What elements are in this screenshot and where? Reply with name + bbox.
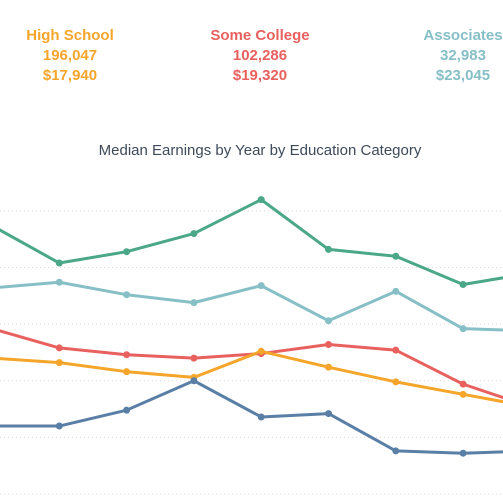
series-line-4 <box>0 379 503 455</box>
kpi-count: 32,983 <box>440 47 486 64</box>
data-point[interactable] <box>190 354 198 362</box>
data-point[interactable] <box>392 287 400 295</box>
data-point[interactable] <box>325 245 332 253</box>
series-line-2 <box>0 329 503 400</box>
data-point[interactable] <box>123 368 131 376</box>
line-chart <box>0 196 503 495</box>
data-point[interactable] <box>123 351 131 359</box>
data-point[interactable] <box>325 363 332 371</box>
kpi-label: Some College <box>210 27 310 44</box>
series-lines <box>0 198 503 455</box>
kpi-count: 196,047 <box>42 47 98 64</box>
data-point[interactable] <box>190 299 198 307</box>
kpi-high-school: High School 196,047 $17,940 <box>0 26 145 86</box>
kpi-count: 102,286 <box>232 47 288 64</box>
data-point[interactable] <box>123 248 131 256</box>
data-point[interactable] <box>55 344 63 352</box>
series-points <box>55 196 467 457</box>
data-point[interactable] <box>459 390 467 398</box>
data-point[interactable] <box>459 449 467 457</box>
data-point[interactable] <box>123 291 131 299</box>
series-line-3 <box>0 349 503 404</box>
data-point[interactable] <box>459 380 467 388</box>
data-point[interactable] <box>392 252 400 260</box>
kpi-associates: Associates 32,983 $23,045 <box>388 26 503 86</box>
data-point[interactable] <box>392 447 400 455</box>
data-point[interactable] <box>257 413 265 421</box>
data-point[interactable] <box>325 341 332 349</box>
data-point[interactable] <box>459 325 467 333</box>
chart-title: Median Earnings by Year by Education Cat… <box>98 142 422 159</box>
kpi-label: High School <box>26 27 114 44</box>
kpi-earnings: $19,320 <box>232 67 288 84</box>
kpi-some-college: Some College 102,286 $19,320 <box>185 26 335 86</box>
kpi-row: High School 196,047 $17,940 Some College… <box>0 26 503 96</box>
data-point[interactable] <box>459 281 467 289</box>
data-point[interactable] <box>55 359 63 367</box>
kpi-earnings: $17,940 <box>42 67 98 84</box>
data-point[interactable] <box>392 346 400 354</box>
data-point[interactable] <box>325 317 332 325</box>
data-point[interactable] <box>55 278 63 286</box>
data-point[interactable] <box>392 378 400 386</box>
data-point[interactable] <box>55 259 63 267</box>
data-point[interactable] <box>257 196 265 204</box>
data-point[interactable] <box>257 282 265 290</box>
data-point[interactable] <box>325 410 332 418</box>
data-point[interactable] <box>55 422 63 430</box>
series-line-0 <box>0 198 503 287</box>
data-point[interactable] <box>190 377 198 385</box>
kpi-label: Associates <box>423 27 503 44</box>
data-point[interactable] <box>123 406 131 414</box>
data-point[interactable] <box>190 230 198 238</box>
kpi-earnings: $23,045 <box>435 67 491 84</box>
data-point[interactable] <box>257 347 265 355</box>
series-line-1 <box>0 280 503 332</box>
